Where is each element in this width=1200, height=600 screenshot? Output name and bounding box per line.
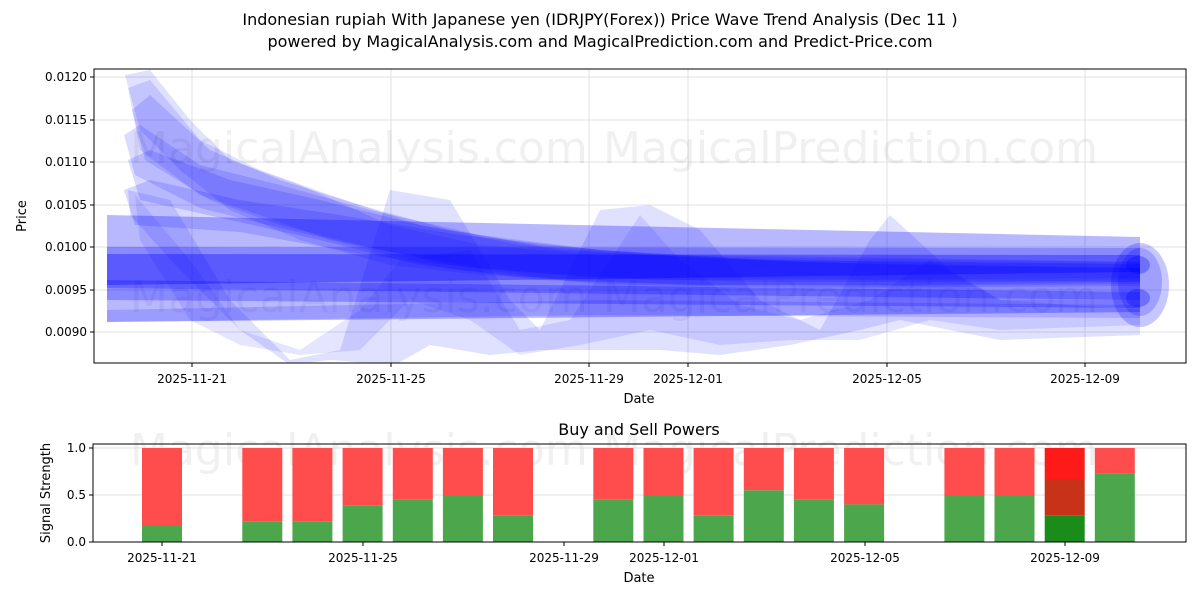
svg-text:2025-11-21: 2025-11-21 — [127, 551, 197, 565]
svg-text:2025-11-21: 2025-11-21 — [157, 372, 227, 386]
top-plot-frame — [93, 68, 1187, 364]
bar-segment — [493, 448, 533, 516]
svg-text:2025-12-01: 2025-12-01 — [653, 372, 723, 386]
bar-segment — [1044, 448, 1085, 479]
bottom-y-axis: 1.0 0.5 0.0 — [67, 441, 93, 549]
top-y-label: Price — [15, 200, 30, 232]
svg-text:2025-11-25: 2025-11-25 — [328, 551, 398, 565]
bar-segment — [944, 495, 985, 542]
bar-segment — [142, 448, 182, 526]
bar-segment — [1044, 515, 1085, 542]
bar-segment — [342, 505, 383, 542]
buy-sell-bars — [142, 448, 1135, 542]
svg-text:2025-12-05: 2025-12-05 — [852, 372, 922, 386]
bar-segment — [944, 448, 985, 495]
bar-segment — [793, 448, 834, 500]
svg-text:MagicalAnalysis.com: MagicalAnalysis.com — [130, 123, 588, 174]
top-x-axis: 2025-11-21 2025-11-25 2025-11-29 2025-12… — [157, 363, 1120, 386]
wave-layers — [107, 70, 1169, 363]
svg-text:0.5: 0.5 — [67, 488, 86, 502]
bottom-chart-title: Buy and Sell Powers — [558, 420, 720, 439]
bar-segment — [994, 495, 1035, 542]
svg-text:2025-12-09: 2025-12-09 — [1050, 372, 1120, 386]
bar-segment — [1094, 448, 1135, 474]
svg-text:2025-12-09: 2025-12-09 — [1030, 551, 1100, 565]
svg-text:2025-11-29: 2025-11-29 — [529, 551, 599, 565]
top-x-label: Date — [623, 392, 654, 407]
bar-segment — [1094, 473, 1135, 542]
svg-text:0.0: 0.0 — [67, 535, 86, 549]
bar-segment — [442, 448, 483, 495]
svg-text:0.0095: 0.0095 — [45, 283, 87, 297]
bar-segment — [442, 495, 483, 542]
bar-segment — [994, 448, 1035, 495]
svg-text:2025-12-05: 2025-12-05 — [830, 551, 900, 565]
svg-text:0.0100: 0.0100 — [45, 240, 87, 254]
svg-text:2025-12-01: 2025-12-01 — [629, 551, 699, 565]
bar-segment — [844, 448, 885, 505]
bar-segment — [392, 448, 433, 500]
chart-title-line2: powered by MagicalAnalysis.com and Magic… — [267, 32, 933, 51]
bar-segment — [743, 448, 784, 491]
bar-segment — [242, 448, 283, 522]
bar-segment — [242, 521, 283, 542]
svg-text:MagicalPrediction.com: MagicalPrediction.com — [603, 272, 1098, 323]
bottom-x-axis: 2025-11-21 2025-11-25 2025-11-29 2025-12… — [127, 542, 1100, 565]
bar-segment — [1044, 479, 1085, 516]
bar-segment — [844, 504, 885, 542]
bar-segment — [793, 499, 834, 542]
bar-segment — [693, 515, 734, 542]
bar-segment — [342, 448, 383, 506]
svg-text:0.0115: 0.0115 — [45, 113, 87, 127]
svg-text:1.0: 1.0 — [67, 441, 86, 455]
svg-text:2025-11-29: 2025-11-29 — [554, 372, 624, 386]
bar-segment — [593, 448, 634, 500]
bottom-y-label: Signal Strength — [39, 443, 54, 543]
svg-text:2025-11-25: 2025-11-25 — [356, 372, 426, 386]
chart-title-line1: Indonesian rupiah With Japanese yen (IDR… — [242, 10, 958, 29]
bar-segment — [392, 499, 433, 542]
bar-segment — [643, 448, 684, 495]
bar-segment — [292, 521, 333, 542]
svg-text:0.0120: 0.0120 — [45, 70, 87, 84]
top-y-axis: 0.0120 0.0115 0.0110 0.0105 0.0100 0.009… — [45, 70, 94, 339]
svg-text:0.0110: 0.0110 — [45, 155, 87, 169]
bar-segment — [142, 526, 182, 542]
svg-text:0.0090: 0.0090 — [45, 325, 87, 339]
bar-segment — [743, 490, 784, 542]
bottom-x-label: Date — [623, 571, 654, 586]
bar-segment — [693, 448, 734, 516]
bar-segment — [292, 448, 333, 522]
bar-segment — [643, 495, 684, 542]
bottom-plot-frame — [92, 443, 1187, 543]
svg-text:0.0105: 0.0105 — [45, 198, 87, 212]
bar-segment — [593, 499, 634, 542]
svg-text:MagicalPrediction.com: MagicalPrediction.com — [603, 123, 1098, 174]
bar-segment — [493, 515, 533, 542]
watermark-top: MagicalAnalysis.com MagicalPrediction.co… — [130, 123, 1098, 323]
svg-text:MagicalAnalysis.com: MagicalAnalysis.com — [130, 272, 588, 323]
top-grid — [94, 69, 1186, 363]
